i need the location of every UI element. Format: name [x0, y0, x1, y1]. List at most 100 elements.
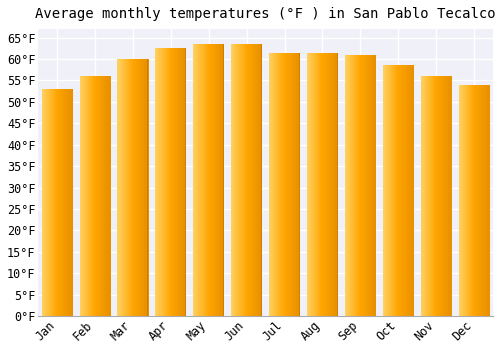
Bar — [168, 48, 169, 316]
Bar — [194, 44, 196, 316]
Bar — [438, 76, 440, 316]
Bar — [196, 44, 198, 316]
Bar — [269, 52, 270, 316]
Bar — [184, 48, 186, 316]
Bar — [211, 44, 212, 316]
Bar — [309, 52, 310, 316]
Bar — [90, 76, 91, 316]
Bar — [330, 52, 331, 316]
Bar — [118, 59, 120, 316]
Bar — [404, 65, 406, 316]
Bar — [272, 52, 273, 316]
Bar — [435, 76, 436, 316]
Bar — [219, 44, 220, 316]
Bar — [95, 76, 96, 316]
Bar — [261, 44, 262, 316]
Bar — [170, 48, 171, 316]
Bar — [425, 76, 426, 316]
Bar — [370, 55, 371, 316]
Bar — [127, 59, 128, 316]
Bar — [468, 85, 469, 316]
Bar — [146, 59, 148, 316]
Bar — [80, 76, 82, 316]
Title: Average monthly temperatures (°F ) in San Pablo Tecalco: Average monthly temperatures (°F ) in Sa… — [36, 7, 496, 21]
Bar — [373, 55, 374, 316]
Bar — [233, 44, 234, 316]
Bar — [251, 44, 252, 316]
Bar — [475, 85, 476, 316]
Bar — [254, 44, 255, 316]
Bar — [166, 48, 168, 316]
Bar — [84, 76, 86, 316]
Bar — [354, 55, 355, 316]
Bar — [368, 55, 370, 316]
Bar — [351, 55, 352, 316]
Bar — [66, 89, 68, 316]
Bar — [328, 52, 330, 316]
Bar — [252, 44, 253, 316]
Bar — [158, 48, 160, 316]
Bar — [486, 85, 488, 316]
Bar — [346, 55, 347, 316]
Bar — [171, 48, 172, 316]
Bar — [100, 76, 102, 316]
Bar — [270, 52, 271, 316]
Bar — [440, 76, 442, 316]
Bar — [488, 85, 489, 316]
Bar — [198, 44, 200, 316]
Bar — [258, 44, 259, 316]
Bar — [473, 85, 474, 316]
Bar — [465, 85, 466, 316]
Bar — [209, 44, 210, 316]
Bar — [406, 65, 408, 316]
Bar — [133, 59, 134, 316]
Bar — [318, 52, 320, 316]
Bar — [94, 76, 95, 316]
Bar — [132, 59, 133, 316]
Bar — [182, 48, 184, 316]
Bar — [299, 52, 300, 316]
Bar — [458, 85, 460, 316]
Bar — [89, 76, 90, 316]
Bar — [242, 44, 244, 316]
Bar — [193, 44, 194, 316]
Bar — [213, 44, 214, 316]
Bar — [477, 85, 478, 316]
Bar — [274, 52, 276, 316]
Bar — [91, 76, 92, 316]
Bar — [204, 44, 206, 316]
Bar — [429, 76, 430, 316]
Bar — [358, 55, 360, 316]
Bar — [422, 76, 424, 316]
Bar — [208, 44, 209, 316]
Bar — [297, 52, 298, 316]
Bar — [462, 85, 464, 316]
Bar — [311, 52, 312, 316]
Bar — [480, 85, 482, 316]
Bar — [56, 89, 57, 316]
Bar — [294, 52, 295, 316]
Bar — [402, 65, 404, 316]
Bar — [353, 55, 354, 316]
Bar — [130, 59, 131, 316]
Bar — [400, 65, 402, 316]
Bar — [292, 52, 293, 316]
Bar — [202, 44, 203, 316]
Bar — [212, 44, 213, 316]
Bar — [98, 76, 99, 316]
Bar — [431, 76, 432, 316]
Bar — [181, 48, 182, 316]
Bar — [62, 89, 64, 316]
Bar — [259, 44, 260, 316]
Bar — [322, 52, 324, 316]
Bar — [334, 52, 335, 316]
Bar — [222, 44, 224, 316]
Bar — [464, 85, 465, 316]
Bar — [260, 44, 261, 316]
Bar — [106, 76, 108, 316]
Bar — [144, 59, 146, 316]
Bar — [352, 55, 353, 316]
Bar — [460, 85, 462, 316]
Bar — [97, 76, 98, 316]
Bar — [280, 52, 281, 316]
